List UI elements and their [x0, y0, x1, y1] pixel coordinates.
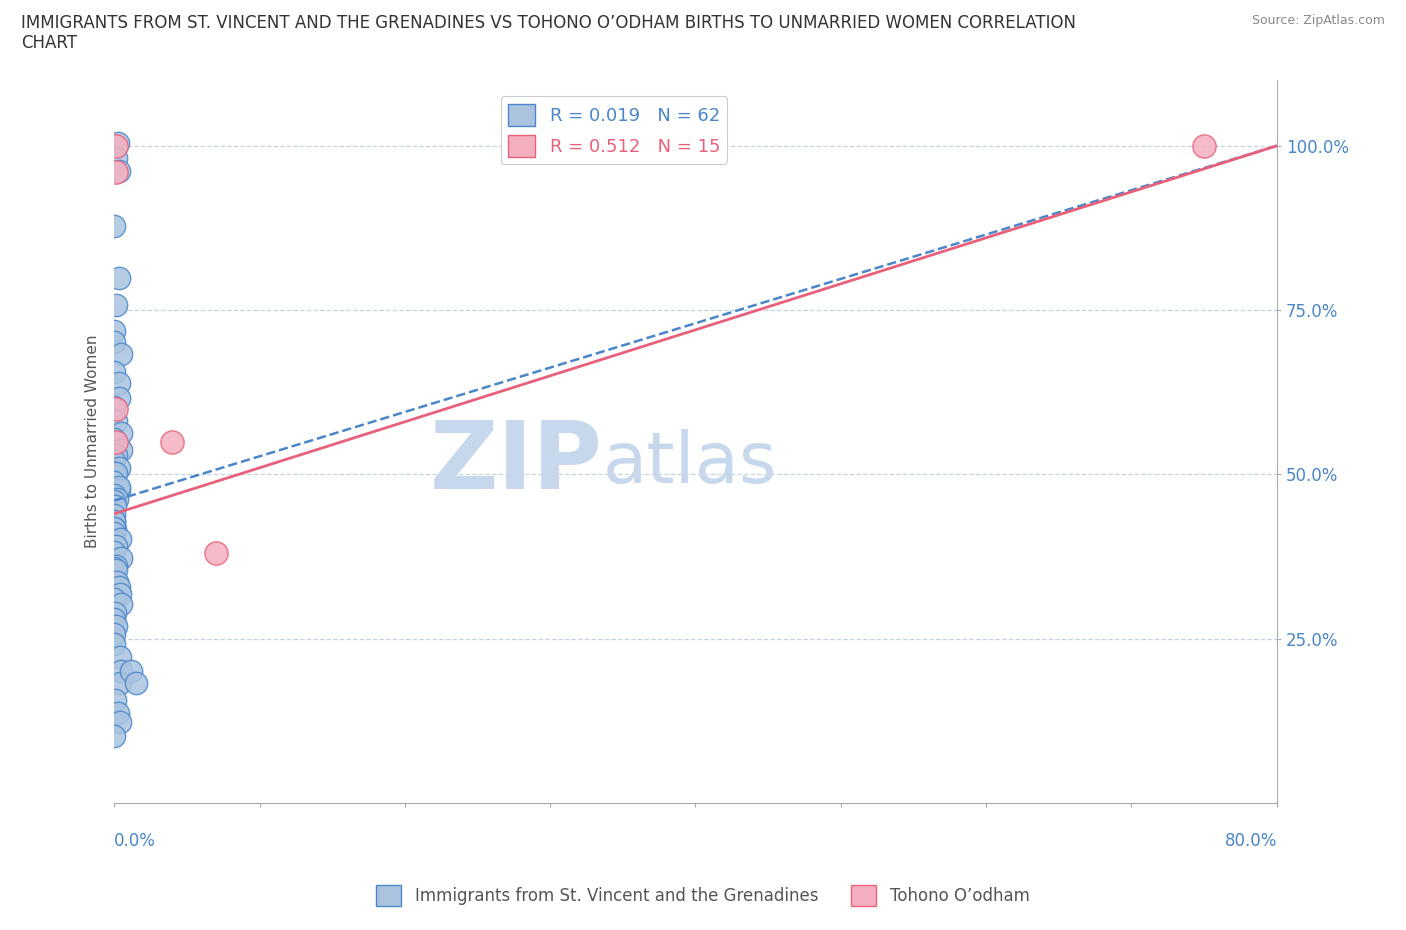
Point [103, 515, 125, 530]
Point [105, 538, 128, 553]
Point [110, 650, 132, 665]
Point [104, 447, 127, 462]
Point [105, 491, 128, 506]
Point [108, 482, 131, 497]
Point [103, 521, 125, 536]
Point [103, 544, 125, 559]
Point [110, 597, 132, 612]
Point [104, 434, 127, 449]
Point [104, 165, 127, 179]
Point [105, 559, 128, 574]
Legend: R = 0.019   N = 62, R = 0.512   N = 15: R = 0.019 N = 62, R = 0.512 N = 15 [501, 97, 727, 164]
Point [125, 676, 148, 691]
Point [103, 612, 125, 627]
Point [103, 637, 125, 652]
Point [110, 531, 132, 546]
Point [110, 346, 132, 361]
Y-axis label: Births to Unmarried Women: Births to Unmarried Women [86, 335, 100, 549]
Point [110, 426, 132, 441]
Point [104, 139, 127, 153]
Point [107, 376, 129, 391]
Point [105, 298, 128, 312]
Point [108, 715, 131, 730]
Point [103, 525, 125, 540]
Point [103, 514, 125, 529]
Point [103, 507, 125, 522]
Point [104, 401, 127, 416]
Point [103, 475, 125, 490]
Point [108, 271, 131, 286]
Point [103, 335, 125, 350]
Point [103, 432, 125, 446]
Point [103, 494, 125, 509]
Point [103, 466, 125, 481]
Point [103, 591, 125, 606]
Point [103, 454, 125, 469]
Point [104, 692, 127, 707]
Point [108, 480, 131, 495]
Point [104, 498, 127, 513]
Point [103, 627, 125, 642]
Point [108, 460, 131, 475]
Point [103, 729, 125, 744]
Point [104, 522, 127, 537]
Point [205, 546, 228, 561]
Point [105, 465, 128, 480]
Point [1192, 139, 1215, 153]
Point [103, 324, 125, 339]
Point [107, 136, 129, 151]
Point [108, 164, 131, 179]
Point [105, 619, 128, 634]
Text: IMMIGRANTS FROM ST. VINCENT AND THE GRENADINES VS TOHONO O’ODHAM BIRTHS TO UNMAR: IMMIGRANTS FROM ST. VINCENT AND THE GREN… [21, 14, 1076, 32]
Point [107, 705, 129, 720]
Point [103, 365, 125, 379]
Point [162, 434, 184, 449]
Point [110, 663, 132, 678]
Point [120, 664, 142, 679]
Text: 0.0%: 0.0% [114, 832, 156, 850]
Text: Source: ZipAtlas.com: Source: ZipAtlas.com [1251, 14, 1385, 27]
Legend: Immigrants from St. Vincent and the Grenadines, Tohono O’odham: Immigrants from St. Vincent and the Gren… [370, 879, 1036, 912]
Text: atlas: atlas [603, 429, 778, 498]
Point [103, 399, 125, 414]
Point [103, 488, 125, 503]
Point [110, 551, 132, 565]
Point [108, 587, 131, 602]
Point [103, 534, 125, 549]
Point [105, 574, 128, 589]
Text: CHART: CHART [21, 34, 77, 52]
Point [104, 563, 127, 578]
Point [107, 391, 129, 405]
Text: 80.0%: 80.0% [1225, 832, 1277, 850]
Point [104, 151, 127, 166]
Point [110, 443, 132, 458]
Point [108, 579, 131, 594]
Point [108, 675, 131, 690]
Point [104, 413, 127, 428]
Point [103, 560, 125, 575]
Point [103, 219, 125, 233]
Text: ZIP: ZIP [430, 418, 603, 510]
Point [104, 605, 127, 620]
